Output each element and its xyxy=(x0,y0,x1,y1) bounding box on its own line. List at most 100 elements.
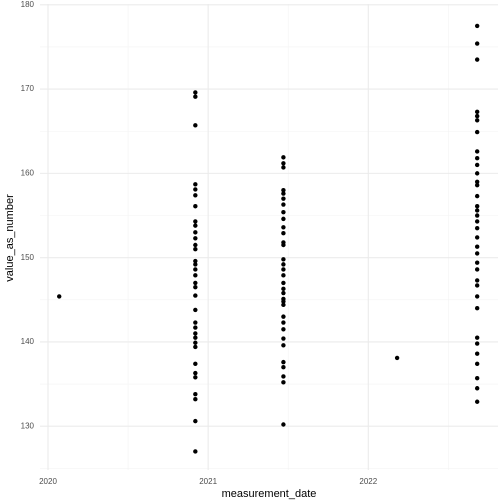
point xyxy=(474,244,480,249)
point xyxy=(193,204,198,209)
point xyxy=(474,149,480,154)
point xyxy=(281,290,286,296)
x-axis-title: measurement_date xyxy=(222,488,317,500)
point xyxy=(193,307,198,313)
point xyxy=(281,262,286,267)
point xyxy=(193,273,198,278)
point xyxy=(474,41,480,46)
x-tick-label: 2020 xyxy=(39,477,57,486)
point xyxy=(281,267,286,272)
point xyxy=(193,375,198,380)
point xyxy=(281,191,286,196)
point xyxy=(57,294,62,299)
point xyxy=(281,188,286,193)
point xyxy=(474,208,480,213)
point xyxy=(281,225,286,230)
point xyxy=(474,204,480,209)
point xyxy=(193,262,198,267)
point xyxy=(281,374,286,379)
point xyxy=(193,370,198,376)
point xyxy=(281,336,286,341)
point xyxy=(281,343,286,348)
point xyxy=(193,230,198,235)
point xyxy=(281,231,286,236)
point xyxy=(281,257,286,262)
point xyxy=(474,118,480,123)
point xyxy=(281,299,286,304)
point xyxy=(193,325,198,330)
point xyxy=(193,331,198,336)
point xyxy=(474,219,480,224)
point xyxy=(193,90,198,95)
point xyxy=(474,193,480,199)
point xyxy=(193,320,198,325)
y-tick-label: 140 xyxy=(21,337,35,346)
point xyxy=(281,242,286,248)
point xyxy=(394,355,400,361)
x-tick-label: 2021 xyxy=(199,477,217,486)
point xyxy=(281,202,286,207)
point xyxy=(281,422,286,427)
point xyxy=(281,196,286,201)
point xyxy=(474,129,480,135)
point xyxy=(281,273,286,278)
point xyxy=(474,179,480,185)
point xyxy=(193,258,198,264)
y-tick-label: 130 xyxy=(21,421,35,430)
point xyxy=(474,171,480,176)
y-tick-label: 160 xyxy=(21,168,35,177)
point xyxy=(474,386,480,391)
point xyxy=(281,380,286,385)
point xyxy=(193,193,198,198)
point xyxy=(281,359,286,365)
point xyxy=(474,267,480,272)
point xyxy=(193,361,198,367)
point xyxy=(193,335,198,340)
point xyxy=(193,242,198,248)
point xyxy=(474,213,480,218)
point xyxy=(474,351,480,356)
point xyxy=(281,280,286,286)
y-axis-title: value_as_number xyxy=(4,194,16,282)
point xyxy=(281,320,286,325)
point xyxy=(193,391,198,397)
point xyxy=(193,280,198,286)
point xyxy=(281,161,286,166)
y-tick-label: 170 xyxy=(21,84,35,93)
point xyxy=(281,327,286,332)
point xyxy=(474,278,480,283)
point xyxy=(474,162,480,168)
point xyxy=(281,216,286,222)
point xyxy=(193,236,198,241)
point xyxy=(474,182,480,188)
point xyxy=(193,449,198,454)
y-tick-label: 150 xyxy=(21,253,35,262)
y-tick-label: 180 xyxy=(21,0,35,9)
point xyxy=(193,397,198,402)
point xyxy=(193,284,198,290)
point xyxy=(474,156,480,161)
point xyxy=(281,286,286,292)
point xyxy=(193,123,198,128)
point xyxy=(281,155,286,160)
point xyxy=(474,235,480,240)
point xyxy=(193,418,198,424)
point xyxy=(193,344,198,350)
point xyxy=(474,23,480,29)
point xyxy=(474,283,480,288)
point xyxy=(193,223,198,228)
point xyxy=(193,187,198,192)
point xyxy=(193,267,198,272)
x-tick-label: 2022 xyxy=(359,477,377,486)
point xyxy=(281,364,286,370)
point xyxy=(193,293,198,298)
point xyxy=(474,341,480,346)
point xyxy=(474,306,480,311)
point xyxy=(193,182,198,187)
point xyxy=(474,260,480,265)
point xyxy=(474,251,480,256)
point xyxy=(474,109,480,115)
point xyxy=(474,361,480,367)
point xyxy=(281,165,286,170)
